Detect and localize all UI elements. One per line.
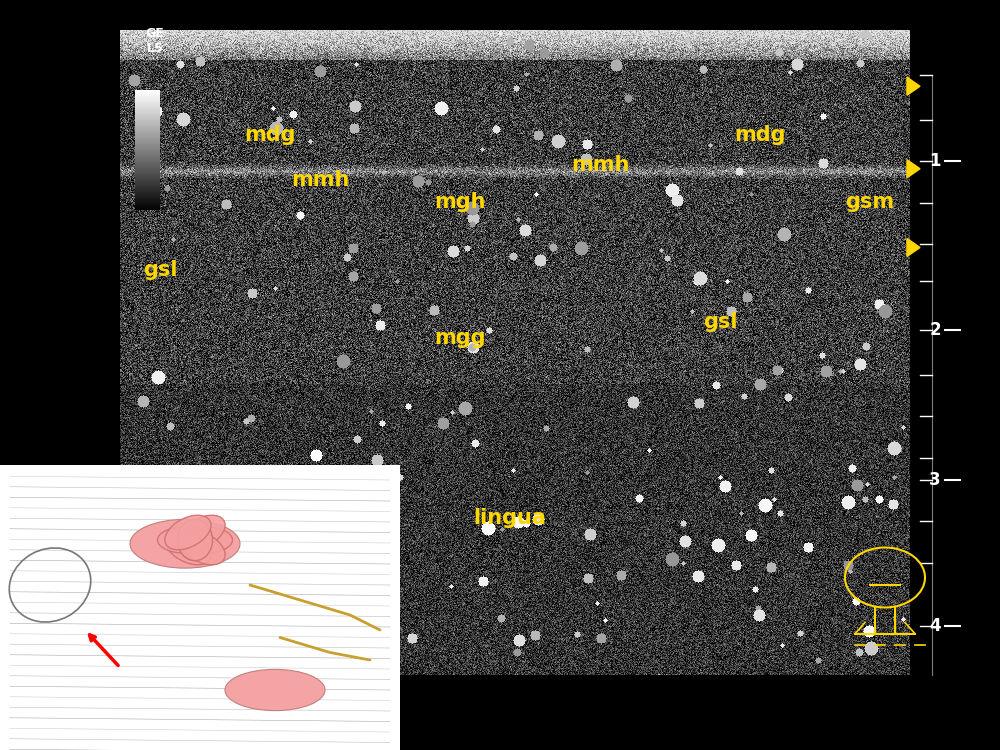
Bar	[135, 172, 160, 174]
Text: mmh: mmh	[291, 170, 349, 190]
Bar	[135, 120, 160, 122]
Text: 1: 1	[929, 152, 941, 170]
Bar	[135, 96, 160, 98]
Text: gsl: gsl	[703, 313, 737, 332]
Bar	[135, 198, 160, 200]
Bar	[135, 146, 160, 148]
Bar	[135, 208, 160, 209]
Bar	[135, 128, 160, 130]
Polygon shape	[907, 238, 920, 256]
Bar	[135, 154, 160, 156]
Text: mdg: mdg	[244, 125, 296, 145]
Bar	[135, 126, 160, 128]
Bar	[135, 164, 160, 166]
Bar	[135, 174, 160, 176]
Bar	[135, 180, 160, 182]
Bar	[135, 104, 160, 106]
Bar	[135, 194, 160, 196]
Bar	[135, 188, 160, 190]
Bar	[135, 118, 160, 120]
Bar	[135, 110, 160, 112]
Bar	[135, 136, 160, 138]
FancyBboxPatch shape	[0, 465, 400, 750]
Bar	[135, 130, 160, 132]
Bar	[135, 190, 160, 192]
Text: gsm: gsm	[845, 193, 895, 212]
Bar	[135, 144, 160, 146]
Bar	[135, 148, 160, 150]
Bar	[135, 204, 160, 206]
Bar	[135, 156, 160, 158]
Text: mmh: mmh	[571, 155, 629, 175]
Bar	[135, 184, 160, 186]
Text: GE: GE	[146, 27, 164, 40]
Text: gsl: gsl	[143, 260, 177, 280]
Bar	[135, 209, 160, 210]
Text: lingua: lingua	[474, 508, 546, 527]
Bar	[135, 192, 160, 194]
Ellipse shape	[225, 669, 325, 711]
Bar	[135, 102, 160, 104]
Bar	[135, 202, 160, 204]
Bar	[135, 92, 160, 94]
Bar	[135, 124, 160, 126]
Bar	[135, 122, 160, 124]
Bar	[135, 90, 160, 92]
Ellipse shape	[179, 515, 225, 550]
Text: 3: 3	[929, 471, 941, 489]
Bar	[135, 158, 160, 160]
Bar	[135, 100, 160, 102]
Ellipse shape	[165, 530, 211, 565]
Bar	[135, 206, 160, 208]
Polygon shape	[907, 160, 920, 178]
Ellipse shape	[158, 526, 212, 554]
Bar	[135, 142, 160, 144]
Bar	[135, 106, 160, 108]
Bar	[135, 114, 160, 116]
Text: mgh: mgh	[434, 193, 486, 212]
Ellipse shape	[179, 530, 225, 565]
Bar	[135, 98, 160, 100]
Bar	[135, 170, 160, 172]
Bar	[135, 94, 160, 96]
Bar	[135, 112, 160, 114]
Bar	[135, 168, 160, 170]
Bar	[135, 108, 160, 109]
Ellipse shape	[130, 519, 240, 568]
Bar	[135, 160, 160, 162]
Bar	[135, 132, 160, 134]
Text: mdg: mdg	[734, 125, 786, 145]
Bar	[135, 140, 160, 142]
Bar	[135, 200, 160, 202]
Bar	[135, 176, 160, 178]
Bar	[135, 138, 160, 140]
Text: mgg: mgg	[434, 328, 486, 347]
Polygon shape	[907, 77, 920, 95]
Bar	[135, 134, 160, 136]
Ellipse shape	[165, 515, 211, 550]
Ellipse shape	[178, 519, 212, 561]
Bar	[135, 186, 160, 188]
Bar	[135, 152, 160, 154]
Text: 2: 2	[929, 321, 941, 339]
Bar	[135, 150, 160, 152]
Bar	[135, 162, 160, 164]
Text: 4: 4	[929, 617, 941, 635]
Bar	[135, 166, 160, 168]
Bar	[135, 116, 160, 118]
Ellipse shape	[178, 519, 212, 561]
Bar	[135, 196, 160, 198]
Text: L5: L5	[147, 42, 163, 56]
Bar	[135, 178, 160, 180]
Bar	[135, 182, 160, 184]
Ellipse shape	[178, 526, 233, 554]
